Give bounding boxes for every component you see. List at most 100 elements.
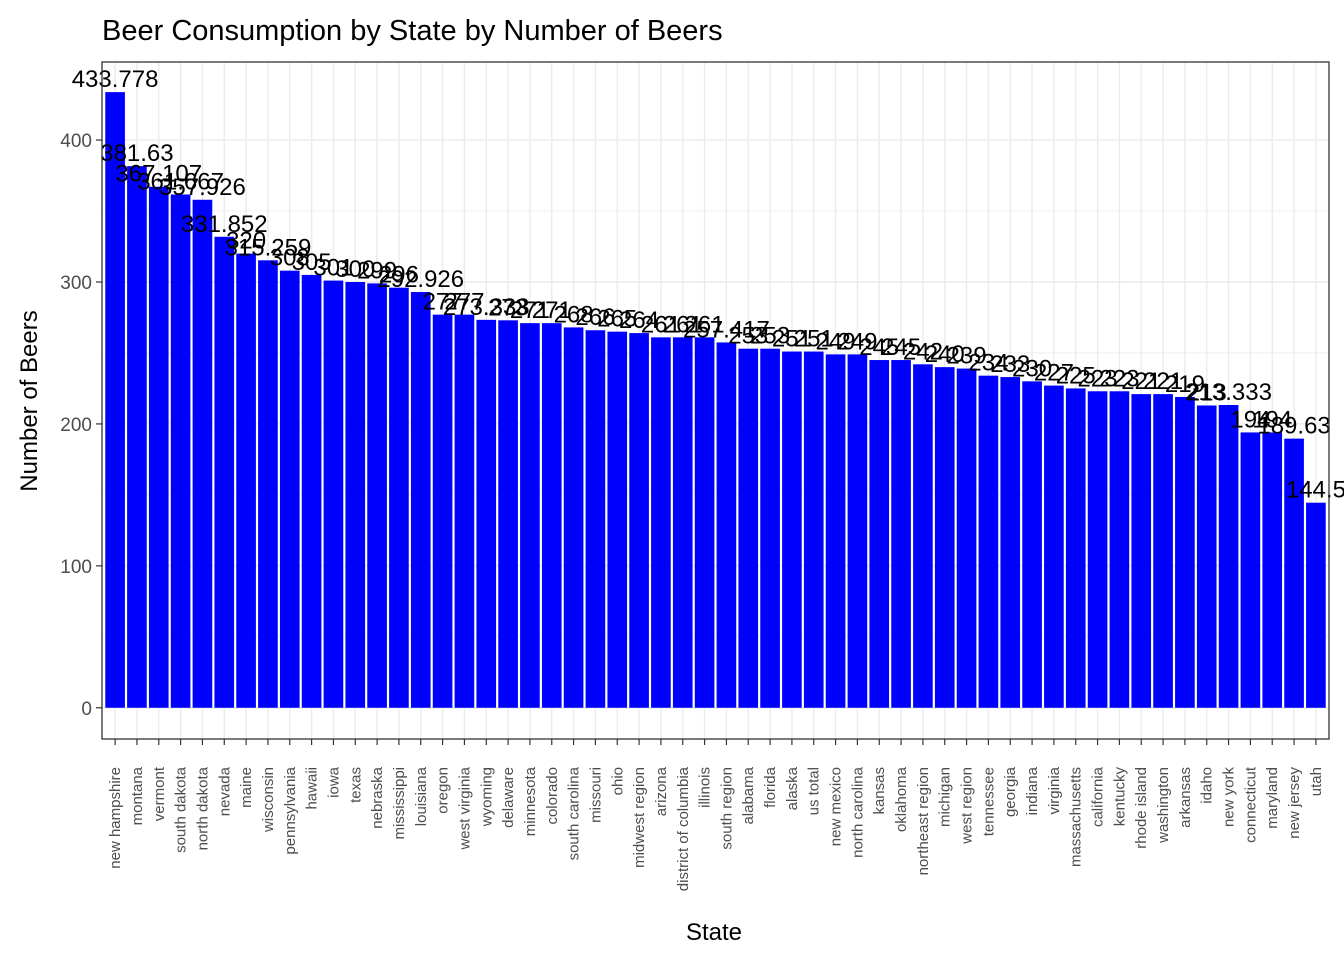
x-tick-label: new york [1221, 767, 1238, 828]
data-label: 367.107 [115, 161, 202, 188]
data-label: 239 [947, 343, 987, 370]
bar [345, 281, 366, 708]
data-label: 242 [903, 338, 943, 365]
bar [1087, 391, 1108, 708]
bar [105, 92, 125, 708]
x-tick-label: arizona [653, 766, 670, 816]
x-tick-label: district of columbia [675, 766, 692, 891]
x-tick-label: midwest region [631, 767, 648, 868]
bar [323, 280, 344, 708]
data-label: 245 [881, 334, 921, 361]
data-label: 305 [292, 249, 332, 276]
x-tick-label: mississippi [391, 767, 408, 840]
x-tick-label: south region [718, 767, 735, 850]
x-tick-label: south dakota [173, 766, 190, 853]
data-label: 194 [1230, 406, 1270, 433]
bar [389, 287, 409, 708]
data-label: 251 [794, 326, 834, 353]
data-label: 300 [335, 256, 375, 283]
x-tick-label: florida [762, 766, 779, 808]
data-label: 308 [270, 245, 310, 272]
x-tick-label: ohio [609, 767, 626, 795]
data-label: 245 [859, 334, 899, 361]
bar [1284, 438, 1304, 708]
data-label: 271 [510, 297, 550, 324]
y-axis-title: Number of Beers [16, 310, 43, 491]
bar [672, 337, 693, 708]
data-label: 144.5 [1286, 477, 1344, 504]
bar [585, 330, 606, 708]
data-label: 253 [750, 323, 790, 350]
y-tick-label: 300 [60, 273, 92, 294]
y-tick-label: 100 [60, 557, 92, 578]
x-tick-label: rhode island [1133, 767, 1150, 849]
data-label: 234 [968, 350, 1008, 377]
data-label: 433.778 [72, 66, 159, 93]
x-tick-label: nebraska [369, 766, 386, 828]
bar [1262, 432, 1283, 708]
data-label: 264 [619, 307, 659, 334]
bar [236, 253, 256, 708]
bar [498, 320, 518, 708]
data-label: 257.417 [683, 316, 770, 343]
data-label: 221 [1121, 368, 1161, 395]
x-tick-label: iowa [325, 766, 342, 798]
data-label: 277 [423, 289, 463, 316]
data-label: 221 [1143, 368, 1183, 395]
bar [432, 314, 453, 708]
x-tick-label: washington [1155, 767, 1172, 844]
data-label: 292.926 [377, 266, 464, 293]
x-tick-label: utah [1308, 767, 1325, 796]
bar [1022, 381, 1042, 708]
bar [847, 354, 868, 708]
x-tick-label: vermont [151, 766, 168, 821]
data-label: 253 [728, 323, 768, 350]
bar [367, 283, 387, 708]
x-tick-label: hawaii [304, 767, 321, 810]
data-label: 301 [313, 255, 353, 282]
x-tick-label: missouri [587, 767, 604, 823]
bar [607, 331, 628, 708]
bar [782, 351, 802, 708]
data-label: 261 [663, 311, 703, 338]
bar [1196, 405, 1217, 708]
x-tick-label: idaho [1199, 767, 1216, 804]
data-label: 219 [1165, 371, 1205, 398]
bar [1065, 388, 1086, 708]
x-tick-label: minnesota [522, 766, 539, 836]
bar [1306, 502, 1326, 708]
bar [1131, 394, 1152, 708]
data-label: 268 [554, 301, 594, 328]
data-label: 299 [357, 257, 397, 284]
bar [694, 337, 715, 708]
x-tick-label: kentucky [1111, 767, 1128, 827]
data-label: 251 [772, 326, 812, 353]
bar [1175, 396, 1195, 708]
bar [891, 360, 911, 708]
x-tick-label: illinois [697, 767, 714, 808]
data-label: 266 [575, 304, 615, 331]
x-tick-label: texas [347, 767, 364, 803]
data-label: 261 [685, 311, 725, 338]
x-tick-label: alabama [740, 766, 757, 824]
data-label: 331.852 [181, 211, 268, 238]
data-label: 189.63 [1257, 413, 1330, 440]
y-tick-label: 0 [81, 699, 92, 720]
bar [716, 342, 737, 708]
bar [825, 354, 846, 708]
x-tick-label: new mexico [828, 767, 845, 846]
data-label: 230 [1012, 355, 1052, 382]
data-label: 273 [488, 294, 528, 321]
bar [934, 367, 955, 708]
bar [1218, 404, 1239, 708]
x-tick-label: north dakota [194, 766, 211, 850]
bar [738, 348, 759, 708]
x-tick-label: arkansas [1177, 767, 1194, 828]
x-tick-label: south carolina [566, 766, 583, 860]
x-tick-label: oklahoma [893, 766, 910, 832]
x-tick-label: connecticut [1242, 766, 1259, 843]
bar [127, 166, 147, 708]
data-label: 223 [1099, 365, 1139, 392]
data-label: 277 [444, 289, 484, 316]
